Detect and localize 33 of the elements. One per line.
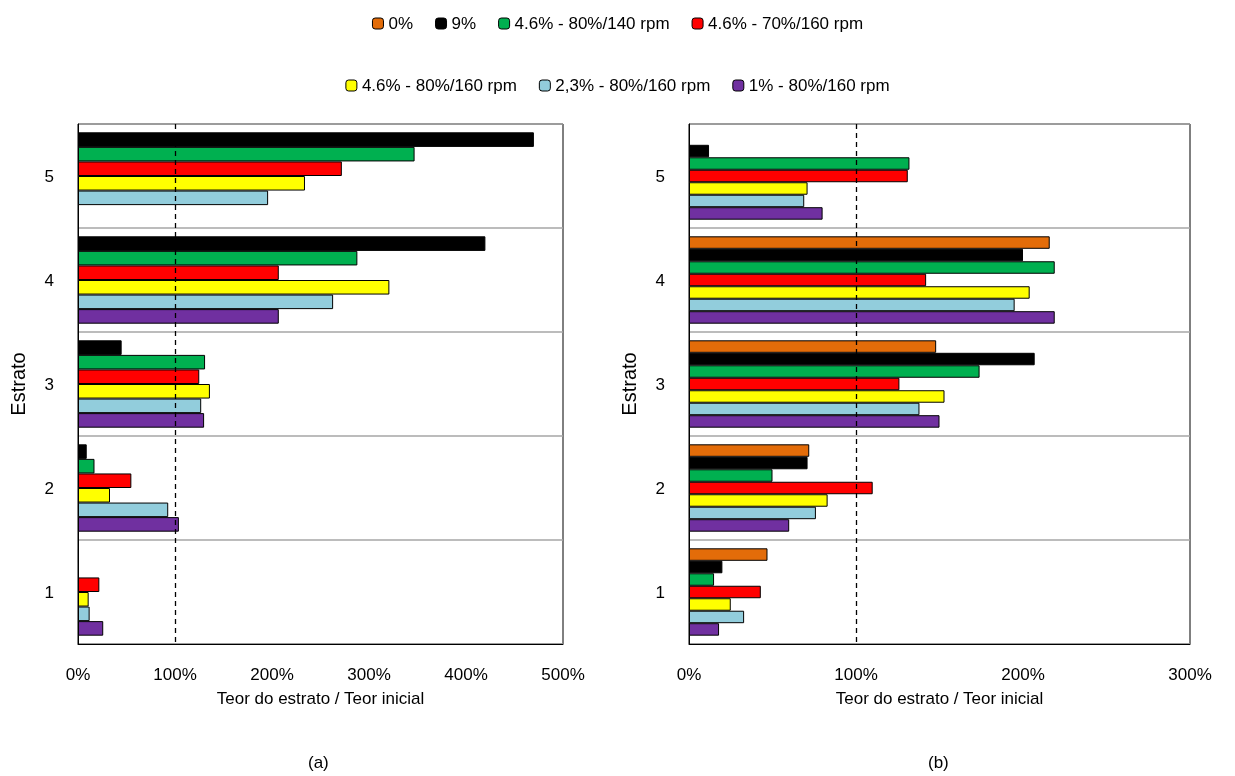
legend-label: 4.6% - 80%/160 rpm: [361, 76, 517, 95]
y-tick-label: 3: [655, 374, 665, 394]
y-tick-label: 3: [44, 374, 54, 394]
legend-label: 0%: [388, 14, 414, 33]
legend-label: 1% - 80%/160 rpm: [748, 76, 890, 95]
legend-label: 4.6% - 70%/160 rpm: [708, 14, 864, 33]
y-tick-label: 2: [655, 478, 665, 498]
y-axis-title: Estrato: [618, 352, 640, 416]
text: (a): [308, 753, 329, 772]
x-axis-title: Teor do estrato / Teor inicial: [835, 689, 1044, 708]
legend-label: 4.6% - 80%/140 rpm: [514, 14, 670, 33]
x-tick-label: 500%: [541, 665, 585, 684]
x-tick-label: 0%: [65, 665, 91, 684]
y-tick-label: 5: [44, 166, 54, 186]
x-tick-label: 100%: [153, 665, 197, 684]
legend-label: 9%: [451, 14, 477, 33]
x-tick-label: 400%: [444, 665, 488, 684]
y-tick-label: 4: [44, 270, 54, 290]
y-tick-label: 1: [44, 582, 54, 602]
y-tick-label: 4: [655, 270, 665, 290]
y-tick-label: 2: [44, 478, 54, 498]
x-tick-label: 200%: [1001, 665, 1045, 684]
x-tick-label: 300%: [347, 665, 391, 684]
y-axis-title: Estrato: [7, 352, 29, 416]
x-axis-title: Teor do estrato / Teor inicial: [216, 689, 425, 708]
x-tick-label: 200%: [250, 665, 294, 684]
x-tick-label: 0%: [676, 665, 702, 684]
y-tick-label: 5: [655, 166, 665, 186]
x-tick-label: 300%: [1168, 665, 1212, 684]
text: (b): [928, 753, 949, 772]
y-tick-label: 1: [655, 582, 665, 602]
legend-label: 2,3% - 80%/160 rpm: [555, 76, 711, 95]
x-tick-label: 100%: [834, 665, 878, 684]
